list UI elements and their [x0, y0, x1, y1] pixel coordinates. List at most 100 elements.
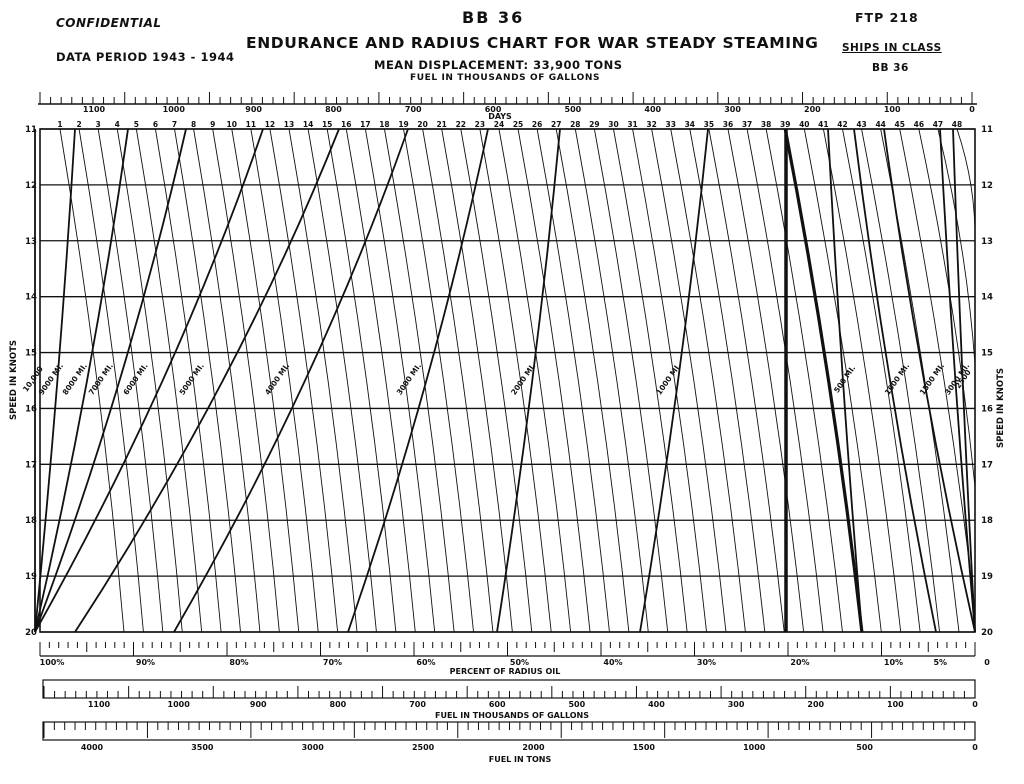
top-fuel-tick-label: 500	[565, 105, 582, 114]
gallons-tick-label: 800	[330, 700, 347, 709]
top-fuel-tick-label: 100	[884, 105, 901, 114]
day-tick-label: 41	[818, 120, 828, 129]
gallons-tick-label: 1000	[168, 700, 191, 709]
day-tick-label: 24	[494, 120, 504, 129]
tons-tick-label: 0	[972, 743, 978, 752]
miles-curve-label: 7000 MI.	[87, 361, 115, 396]
ftp-number: FTP 218	[855, 10, 919, 25]
percent-tick-label: 80%	[229, 658, 248, 667]
day-tick-label: 39	[780, 120, 790, 129]
day-tick-label: 11	[246, 120, 256, 129]
top-fuel-tick-label: 1000	[163, 105, 186, 114]
day-line	[536, 128, 610, 633]
day-line	[708, 128, 785, 633]
fuel-top-axis-label: FUEL IN THOUSANDS OF GALLONS	[410, 73, 601, 83]
miles-curve	[639, 128, 709, 633]
percent-axis-title: PERCENT OF RADIUS OIL	[450, 667, 561, 676]
day-tick-label: 48	[952, 120, 962, 129]
day-tick-label: 12	[265, 120, 275, 129]
day-tick-label: 33	[666, 120, 676, 129]
percent-tick-label: 60%	[416, 658, 435, 667]
day-line	[861, 128, 941, 633]
day-tick-label: 43	[856, 120, 866, 129]
gallons-axis-title: FUEL IN THOUSANDS OF GALLONS	[435, 711, 589, 720]
ship-id: BB 36	[462, 8, 525, 27]
day-tick-label: 25	[513, 120, 523, 129]
day-line	[498, 128, 572, 633]
day-tick-label: 38	[761, 120, 771, 129]
day-tick-label: 28	[570, 120, 580, 129]
speed-tick-label-right: 19	[981, 572, 993, 582]
day-line	[613, 128, 688, 633]
top-fuel-tick-label: 900	[245, 105, 262, 114]
day-tick-label: 42	[837, 120, 847, 129]
day-tick-label: 30	[608, 120, 618, 129]
day-tick-label: 47	[933, 120, 943, 129]
percent-tick-label: 30%	[697, 658, 716, 667]
speed-tick-label-right: 16	[981, 404, 993, 414]
day-line	[269, 128, 339, 633]
speed-tick-label-right: 18	[981, 516, 993, 526]
day-line	[250, 128, 319, 633]
day-line	[116, 128, 183, 633]
day-line	[174, 128, 241, 633]
percent-tick-label: 0	[984, 658, 990, 667]
day-tick-label: 2	[76, 120, 81, 129]
chart-title: ENDURANCE AND RADIUS CHART FOR WAR STEAD…	[246, 34, 819, 52]
percent-tick-label: 90%	[136, 658, 155, 667]
miles-curve	[74, 128, 340, 633]
day-tick-label: 29	[589, 120, 599, 129]
day-tick-label: 20	[417, 120, 427, 129]
miles-curve	[883, 128, 976, 633]
day-line	[937, 128, 976, 365]
day-line	[842, 128, 921, 633]
day-line	[727, 128, 805, 633]
gallons-tick-label: 600	[489, 700, 506, 709]
day-tick-label: 13	[284, 120, 294, 129]
miles-curve	[347, 128, 489, 633]
mean-displacement: MEAN DISPLACEMENT: 33,900 TONS	[374, 58, 623, 72]
speed-tick-label-left: 18	[25, 516, 37, 526]
speed-tick-label-left: 19	[25, 572, 37, 582]
speed-tick-label-right: 17	[981, 460, 993, 470]
day-line	[651, 128, 727, 633]
day-tick-label: 26	[532, 120, 542, 129]
miles-curve-label: 4000 MI.	[263, 361, 291, 396]
day-line	[154, 128, 222, 633]
day-tick-label: 40	[799, 120, 809, 129]
day-tick-label: 45	[895, 120, 905, 129]
gallons-tick-label: 300	[728, 700, 745, 709]
tons-tick-label: 2500	[412, 743, 435, 752]
miles-curve	[34, 128, 187, 633]
tons-tick-label: 500	[856, 743, 873, 752]
day-line	[135, 128, 203, 633]
days-axis-title: DAYS	[488, 112, 512, 121]
miles-curve	[939, 128, 976, 633]
tons-tick-label: 3500	[191, 743, 214, 752]
day-line	[193, 128, 261, 633]
miles-curve	[952, 128, 976, 633]
speed-tick-label-right: 13	[981, 237, 993, 247]
day-tick-label: 14	[303, 120, 313, 129]
top-fuel-tick-label: 700	[405, 105, 422, 114]
percent-tick-label: 50%	[510, 658, 529, 667]
gallons-tick-label: 100	[887, 700, 904, 709]
day-line	[307, 128, 377, 633]
day-line	[479, 128, 552, 633]
day-tick-label: 18	[379, 120, 389, 129]
speed-tick-label-left: 20	[25, 628, 37, 638]
top-fuel-tick-label: 0	[969, 105, 975, 114]
miles-curve	[34, 128, 264, 633]
day-tick-label: 21	[436, 120, 446, 129]
tons-axis-title: FUEL IN TONS	[489, 755, 552, 764]
day-line	[765, 128, 843, 633]
day-tick-label: 27	[551, 120, 561, 129]
day-tick-label: 37	[742, 120, 752, 129]
tons-tick-label: 1500	[633, 743, 656, 752]
day-line	[956, 128, 976, 243]
speed-tick-label-left: 13	[25, 237, 37, 247]
day-line	[231, 128, 300, 633]
miles-curve-label: 3000 MI.	[395, 361, 423, 396]
day-line	[689, 128, 766, 633]
percent-tick-label: 70%	[323, 658, 342, 667]
